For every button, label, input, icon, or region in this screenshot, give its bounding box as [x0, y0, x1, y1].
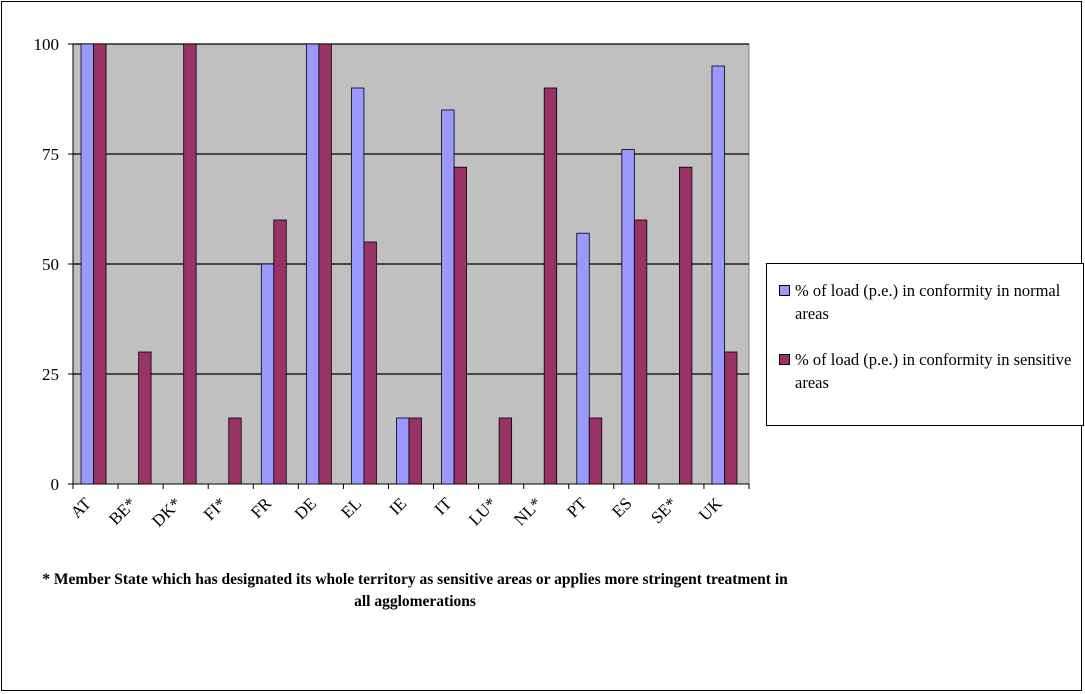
x-tick-label-it: IT	[431, 493, 456, 518]
x-tick-label-at: AT	[67, 493, 96, 522]
bar-sensitive-lu-star	[498, 417, 513, 485]
bar-normal-at	[80, 43, 94, 485]
legend-swatch-sensitive-areas	[779, 354, 790, 365]
bar-sensitive-uk	[724, 351, 738, 485]
legend-item-sensitive-areas: % of load (p.e.) in conformity in sensit…	[779, 348, 1079, 394]
bar-sensitive-dk-star	[183, 43, 197, 485]
x-tick-label-se-star: SE*	[647, 494, 680, 527]
bar-normal-el	[351, 87, 365, 485]
y-tick-label-25: 25	[42, 365, 59, 384]
y-tick-label-75: 75	[42, 145, 59, 164]
x-tick-label-fr: FR	[247, 493, 276, 522]
x-tick-label-pt: PT	[563, 493, 591, 521]
y-tick-label-50: 50	[42, 255, 59, 274]
bar-normal-es	[621, 149, 635, 485]
bar-sensitive-nl-star	[543, 87, 558, 485]
bar-sensitive-be-star	[138, 351, 152, 485]
bar-normal-it	[441, 109, 455, 485]
bar-sensitive-de	[318, 43, 332, 485]
bar-sensitive-se-star	[679, 166, 693, 485]
chart-legend: % of load (p.e.) in conformity in normal…	[766, 263, 1084, 426]
x-tick-label-ie: IE	[386, 494, 411, 519]
chart-footnote: * Member State which has designated its …	[42, 571, 788, 610]
bar-normal-de	[305, 43, 320, 485]
x-tick-label-es: ES	[608, 494, 635, 521]
bar-normal-ie	[396, 417, 410, 485]
x-tick-label-fi-star: FI*	[200, 494, 230, 524]
bar-sensitive-fr	[273, 219, 287, 485]
legend-swatch-normal-areas	[779, 285, 790, 296]
bar-sensitive-pt	[588, 417, 603, 485]
bar-sensitive-fi-star	[228, 417, 242, 485]
legend-label-sensitive-areas: % of load (p.e.) in conformity in sensit…	[795, 350, 1072, 392]
bar-sensitive-it	[453, 166, 467, 485]
bar-normal-pt	[576, 232, 590, 485]
bar-sensitive-es	[633, 219, 648, 485]
x-tick-label-uk: UK	[695, 493, 726, 524]
y-tick-label-100: 100	[34, 35, 60, 54]
y-tick-label-0: 0	[51, 475, 60, 494]
x-tick-label-nl-star: NL*	[510, 494, 545, 529]
x-tick-label-be-star: BE*	[105, 494, 140, 529]
x-tick-label-lu-star: LU*	[465, 494, 500, 529]
x-tick-label-de: DE	[291, 494, 320, 523]
bar-sensitive-at	[93, 43, 107, 485]
x-tick-label-dk-star: DK*	[148, 494, 185, 531]
x-tick-label-el: EL	[337, 494, 365, 522]
bar-sensitive-ie	[408, 417, 422, 485]
legend-label-normal-areas: % of load (p.e.) in conformity in normal…	[795, 281, 1061, 323]
bar-normal-fr	[260, 263, 275, 485]
legend-item-normal-areas: % of load (p.e.) in conformity in normal…	[779, 279, 1079, 325]
bar-normal-uk	[711, 65, 725, 485]
bar-sensitive-el	[363, 241, 377, 485]
